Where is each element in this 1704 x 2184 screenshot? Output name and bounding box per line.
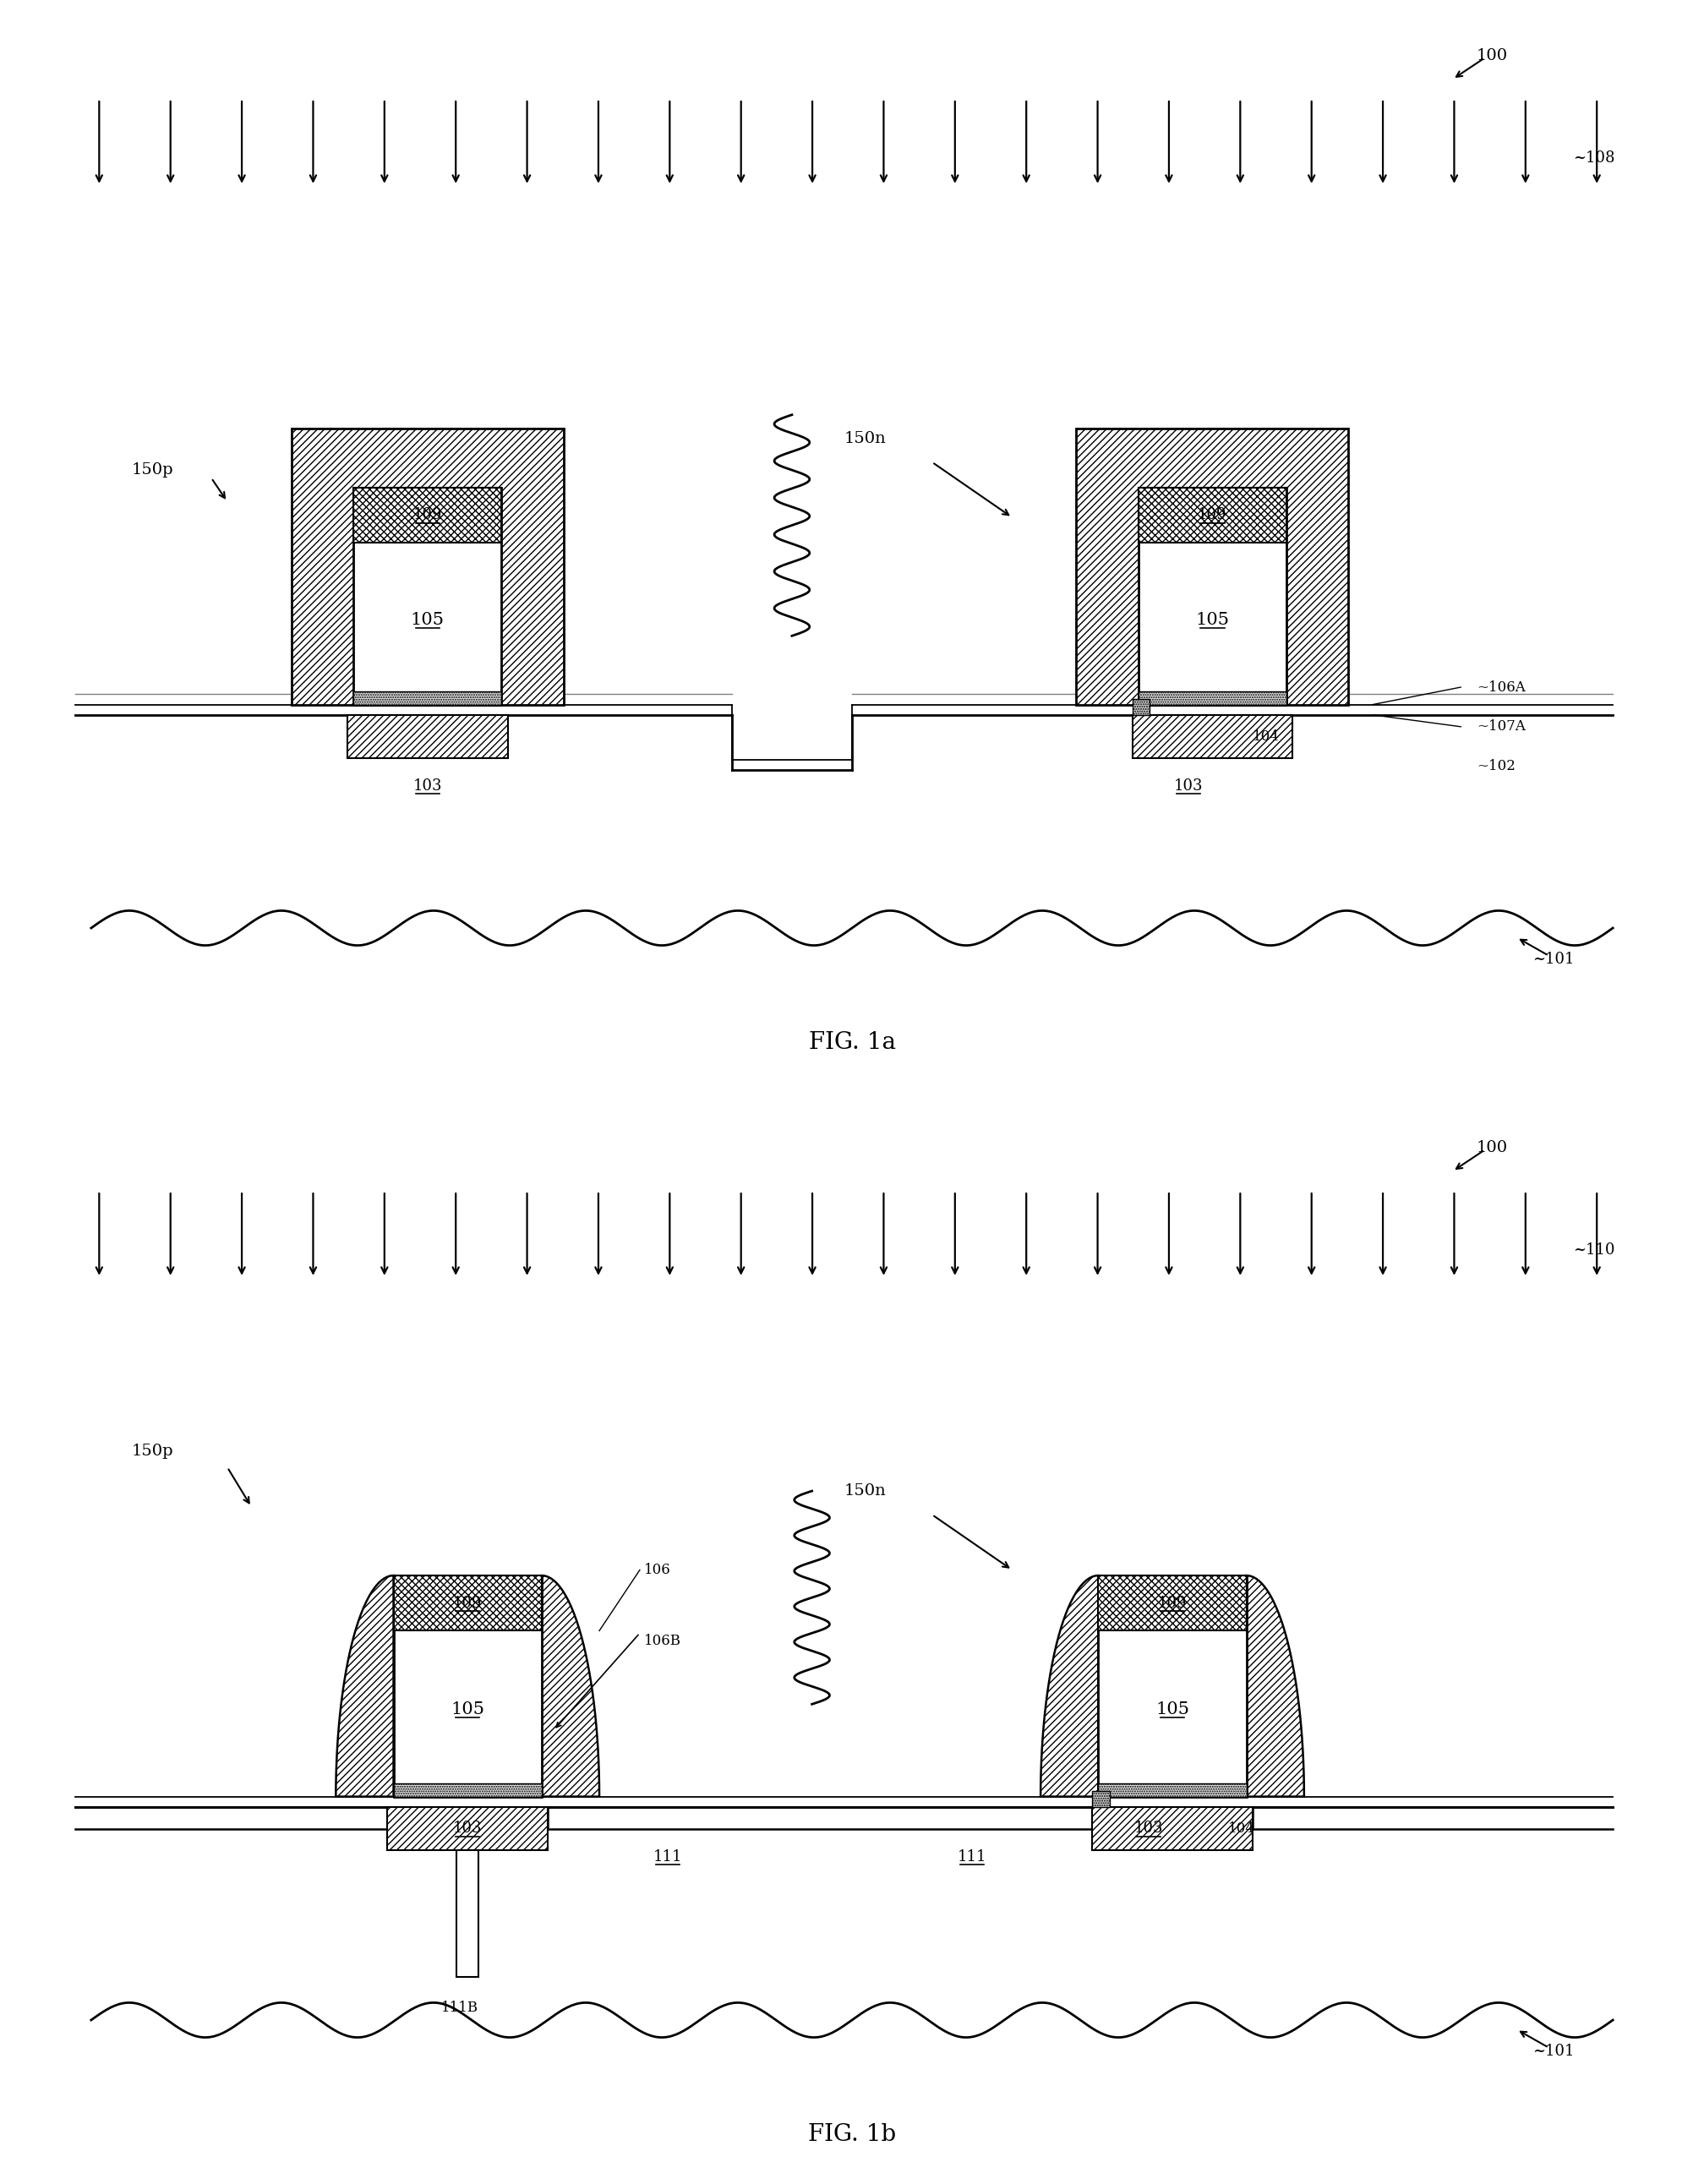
Text: ~107A: ~107A: [1477, 719, 1525, 734]
Text: 109: 109: [412, 507, 441, 522]
Bar: [353, 487, 501, 542]
Bar: [1099, 1575, 1246, 1631]
Text: FIG. 1a: FIG. 1a: [808, 1031, 896, 1055]
Polygon shape: [542, 1575, 600, 1797]
Text: 103: 103: [1133, 1821, 1162, 1837]
Polygon shape: [336, 1575, 394, 1797]
Bar: [1131, 714, 1292, 758]
Bar: [353, 690, 501, 705]
Bar: [1138, 690, 1287, 705]
Polygon shape: [1041, 1575, 1099, 1797]
Bar: [1092, 1791, 1109, 1806]
Bar: [1099, 1782, 1246, 1797]
Bar: [394, 1782, 542, 1797]
Text: 106B: 106B: [644, 1634, 682, 1649]
Bar: [394, 1575, 542, 1797]
Text: ~108: ~108: [1573, 151, 1615, 166]
Text: 105: 105: [1155, 1701, 1189, 1719]
Bar: [1131, 699, 1150, 714]
Text: ~106A: ~106A: [1477, 679, 1525, 695]
Text: 111B: 111B: [441, 2001, 479, 2016]
Text: 100: 100: [1477, 1140, 1508, 1155]
Text: 105: 105: [1196, 612, 1229, 627]
Text: ~101: ~101: [1534, 2044, 1574, 2060]
Text: 111: 111: [653, 1850, 682, 1865]
Text: FIG. 1b: FIG. 1b: [808, 2123, 896, 2147]
Text: 150p: 150p: [131, 463, 174, 478]
Text: 150p: 150p: [131, 1444, 174, 1459]
Bar: [387, 1806, 547, 1850]
Text: 109: 109: [1157, 1597, 1188, 1612]
Text: 103: 103: [412, 778, 441, 793]
Bar: [1099, 1575, 1246, 1797]
Polygon shape: [1246, 1575, 1304, 1797]
Text: 104: 104: [1229, 1821, 1256, 1837]
Text: 150n: 150n: [843, 1483, 886, 1498]
Text: 103: 103: [453, 1821, 482, 1837]
Text: 105: 105: [450, 1701, 484, 1719]
Text: 105: 105: [411, 612, 445, 627]
Bar: [1138, 487, 1287, 542]
Bar: [1092, 1806, 1252, 1850]
Bar: [353, 487, 501, 705]
Bar: [348, 714, 508, 758]
Text: ~102: ~102: [1477, 760, 1515, 773]
Bar: [1138, 487, 1287, 705]
Bar: [457, 1850, 479, 1977]
Text: 111: 111: [958, 1850, 987, 1865]
Text: 150n: 150n: [843, 430, 886, 446]
Text: 100: 100: [1477, 48, 1508, 63]
Text: 109: 109: [1198, 507, 1227, 522]
Text: 103: 103: [1174, 778, 1203, 793]
Bar: [291, 428, 564, 705]
Text: ~110: ~110: [1573, 1243, 1615, 1258]
Bar: [1077, 428, 1348, 705]
Text: 109: 109: [453, 1597, 482, 1612]
Text: 104: 104: [1252, 729, 1280, 745]
Text: ~101: ~101: [1534, 952, 1574, 968]
Bar: [394, 1575, 542, 1631]
Text: 106: 106: [644, 1564, 671, 1577]
